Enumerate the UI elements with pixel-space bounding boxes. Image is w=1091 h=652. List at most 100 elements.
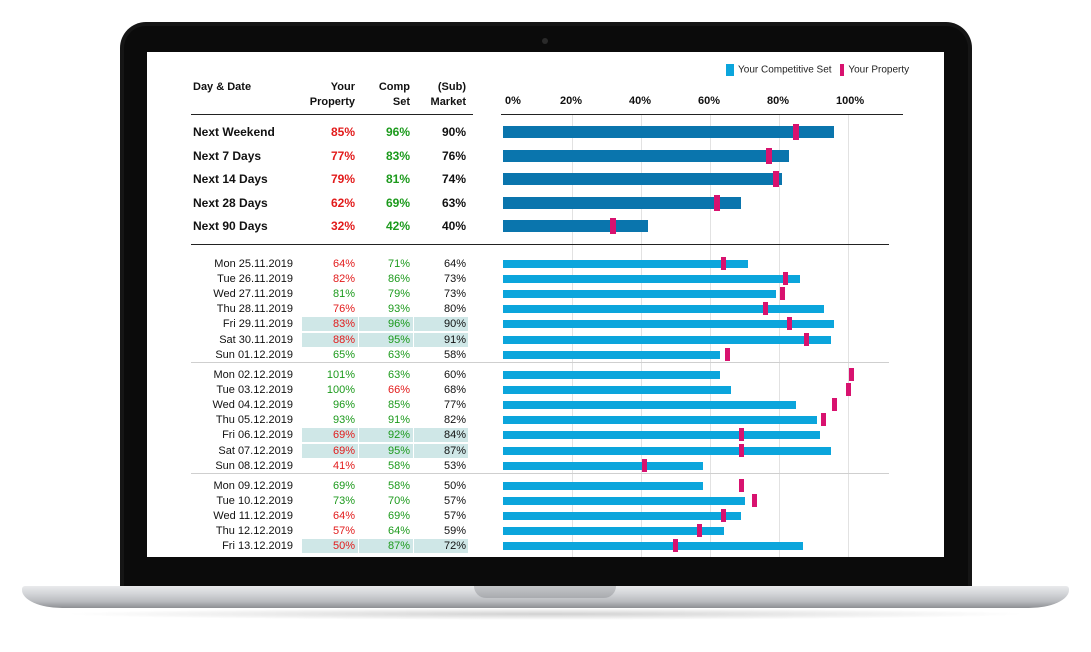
day-property-marker [697, 524, 703, 538]
summary-label: Next Weekend [193, 125, 275, 139]
day-property-value: 88% [332, 333, 355, 346]
day-comp-bar [503, 416, 817, 425]
property-swatch [840, 64, 845, 76]
header-sub-market-line1: (Sub) [437, 81, 466, 93]
day-market-value: 57% [443, 495, 466, 508]
weekend-highlight-comp [359, 332, 413, 347]
axis-tick-label: 20% [560, 95, 583, 107]
header-comp-set: Comp Set [379, 80, 410, 110]
legend-property: Your Property [848, 64, 910, 76]
day-date: Thu 05.12.2019 [215, 414, 293, 427]
day-property-value: 101% [326, 369, 355, 381]
day-comp-bar [503, 305, 824, 314]
day-comp-value: 87% [387, 540, 410, 553]
day-property-value: 57% [332, 525, 355, 538]
weekend-highlight-market [414, 428, 468, 443]
day-comp-bar [503, 512, 742, 521]
day-property-marker [848, 368, 854, 381]
day-comp-bar [503, 371, 721, 379]
day-property-marker [721, 257, 727, 270]
summary-property-value: 32% [330, 219, 355, 233]
day-property-marker [641, 458, 647, 472]
day-date: Thu 12.12.2019 [215, 525, 293, 538]
summary-property-value: 77% [330, 149, 355, 163]
day-comp-value: 58% [387, 480, 410, 492]
header-comp-set-line2: Set [392, 96, 410, 108]
summary-property-value: 85% [330, 125, 355, 139]
day-comp-bar [503, 542, 804, 551]
day-property-marker [752, 494, 758, 508]
day-property-marker [783, 272, 789, 286]
axis-tick-label: 0% [505, 95, 521, 107]
day-property-value: 73% [332, 495, 355, 508]
day-market-value: 90% [443, 318, 466, 331]
day-date: Sat 07.12.2019 [218, 444, 293, 457]
comp-set-swatch [726, 64, 734, 76]
day-date: Mon 02.12.2019 [213, 369, 293, 381]
laptop-base-notch [474, 586, 616, 598]
day-market-value: 50% [443, 480, 466, 492]
day-comp-value: 86% [387, 273, 410, 286]
day-date: Mon 09.12.2019 [213, 480, 293, 492]
day-comp-bar [503, 497, 745, 506]
day-property-value: 82% [332, 273, 355, 286]
summary-comp-bar [503, 197, 742, 209]
summary-property-marker [772, 171, 779, 187]
day-comp-bar [503, 260, 748, 268]
summary-comp-bar [503, 220, 648, 232]
day-comp-bar [503, 335, 831, 344]
day-property-value: 69% [332, 480, 355, 492]
day-date: Thu 28.11.2019 [216, 303, 293, 316]
day-property-marker [762, 302, 768, 316]
week-divider-2 [191, 473, 889, 474]
weekend-highlight-market [414, 332, 468, 347]
day-market-value: 59% [443, 525, 466, 538]
header-sub-market: (Sub) Market [431, 80, 466, 110]
summary-comp-value: 42% [385, 219, 410, 233]
day-comp-value: 91% [387, 414, 410, 427]
day-comp-value: 70% [387, 495, 410, 508]
day-market-value: 57% [443, 510, 466, 523]
day-market-value: 68% [443, 384, 466, 397]
header-underline-chart [501, 114, 903, 115]
header-sub-market-line2: Market [430, 96, 466, 108]
day-comp-value: 63% [387, 369, 410, 381]
day-market-value: 53% [443, 459, 466, 472]
day-comp-bar [503, 386, 731, 395]
day-date: Tue 03.12.2019 [216, 384, 293, 397]
header-your-property-line1: Your [330, 81, 355, 93]
day-date: Mon 25.11.2019 [214, 258, 293, 270]
day-market-value: 60% [443, 369, 466, 381]
summary-market-value: 90% [441, 125, 466, 139]
day-comp-value: 95% [387, 333, 410, 346]
axis-tick-label: 80% [767, 95, 790, 107]
day-comp-value: 96% [387, 318, 410, 331]
day-date: Sun 01.12.2019 [215, 348, 293, 361]
day-property-value: 83% [332, 318, 355, 331]
weekend-highlight-comp [359, 428, 413, 443]
gridline [848, 114, 849, 557]
day-market-value: 80% [443, 303, 466, 316]
day-property-value: 100% [326, 384, 355, 397]
day-property-marker [804, 332, 810, 346]
header-comp-set-line1: Comp [378, 81, 410, 93]
summary-property-marker [610, 218, 617, 234]
day-market-value: 87% [443, 444, 466, 457]
summary-label: Next 14 Days [193, 172, 268, 186]
summary-label: Next 7 Days [193, 149, 262, 163]
day-comp-value: 71% [387, 258, 410, 270]
day-property-marker [779, 287, 785, 301]
day-property-marker [786, 317, 792, 331]
day-date: Sat 30.11.2019 [219, 333, 293, 346]
chart-legend: Your Competitive Set Your Property [726, 64, 909, 76]
day-market-value: 84% [443, 429, 466, 442]
day-comp-value: 69% [387, 510, 410, 523]
summary-comp-bar [503, 126, 835, 138]
week-divider-1 [191, 362, 889, 363]
day-property-value: 76% [332, 303, 355, 316]
weekend-highlight-property [302, 317, 358, 332]
day-date: Wed 04.12.2019 [212, 399, 293, 412]
day-market-value: 58% [443, 348, 466, 361]
day-property-marker [821, 413, 827, 427]
header-your-property: Your Property [310, 80, 355, 110]
